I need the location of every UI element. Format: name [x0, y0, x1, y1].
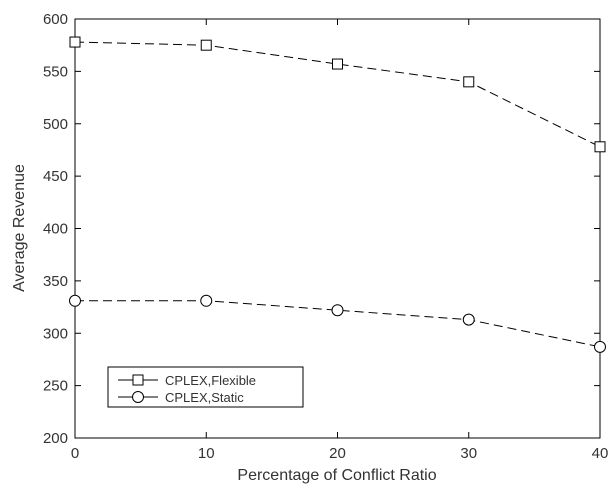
data-point-square	[594, 141, 606, 153]
x-tick-label: 0	[71, 445, 79, 462]
series-layer	[69, 36, 606, 353]
y-axis: 200 250 300 350 400 450 500 550 600	[43, 11, 600, 447]
y-tick-label: 550	[43, 63, 68, 80]
y-tick-label: 400	[43, 221, 68, 238]
legend-label-static: CPLEX,Static	[165, 390, 244, 405]
x-tick-label: 30	[460, 445, 477, 462]
y-tick-label: 300	[43, 325, 68, 342]
legend: CPLEX,Flexible CPLEX,Static	[107, 366, 304, 408]
y-tick-label: 600	[43, 11, 68, 28]
y-tick-label: 450	[43, 168, 68, 185]
x-tick-label: 10	[198, 445, 215, 462]
y-tick-label: 350	[43, 273, 68, 290]
data-point-circle	[69, 294, 81, 307]
data-point-square	[200, 39, 212, 51]
x-axis-title: Percentage of Conflict Ratio	[237, 467, 436, 484]
data-point-circle	[331, 304, 344, 317]
data-point-circle	[200, 294, 213, 307]
y-tick-label: 200	[43, 430, 68, 447]
legend-label-flexible: CPLEX,Flexible	[165, 373, 256, 388]
y-tick-label: 500	[43, 116, 68, 133]
data-point-circle	[462, 313, 475, 326]
y-tick-label: 250	[43, 378, 68, 395]
data-point-square	[463, 76, 475, 88]
data-point-square	[332, 58, 343, 70]
legend-marker-circle	[132, 391, 144, 403]
data-point-circle	[594, 340, 606, 353]
legend-marker-square	[132, 374, 144, 386]
x-tick-label: 20	[329, 445, 346, 462]
series-line-flexible	[74, 41, 601, 148]
x-axis: 0 10 20 30 40	[71, 19, 609, 462]
y-axis-title: Average Revenue	[11, 164, 28, 292]
data-point-square	[69, 36, 81, 48]
series-line-static	[75, 300, 601, 348]
x-tick-label: 40	[592, 445, 609, 462]
